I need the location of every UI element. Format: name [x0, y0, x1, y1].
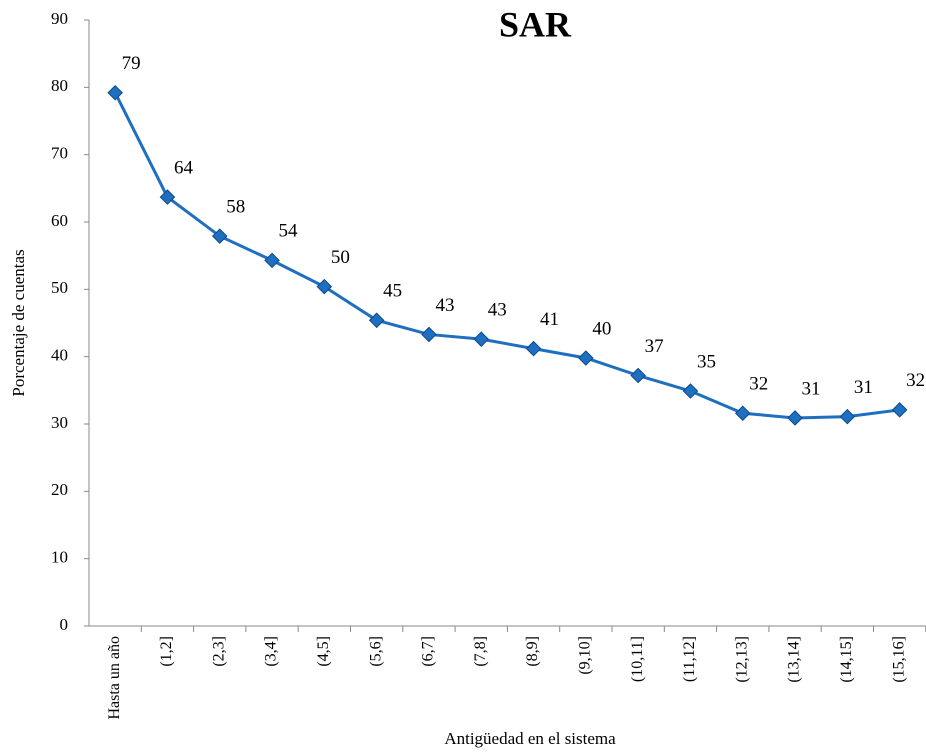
y-tick-label: 90 — [51, 9, 68, 28]
marker — [159, 189, 176, 205]
data-label: 58 — [226, 196, 245, 217]
data-label: 31 — [854, 377, 873, 398]
data-label: 41 — [540, 309, 559, 330]
marker — [473, 331, 490, 347]
y-tick-label: 60 — [51, 211, 68, 230]
marker — [734, 405, 751, 422]
marker — [682, 383, 699, 399]
data-label: 64 — [174, 157, 194, 178]
y-tick-label: 40 — [51, 346, 68, 365]
x-tick-label: (5,6] — [367, 636, 384, 667]
marker — [839, 408, 856, 425]
marker — [368, 312, 385, 329]
y-tick-label: 0 — [60, 615, 69, 634]
marker — [107, 84, 123, 101]
marker — [787, 410, 803, 426]
x-tick-label: (3,4] — [263, 636, 280, 667]
x-tick-label: Hasta un año — [106, 636, 123, 720]
x-tick-label: (11,12] — [681, 636, 698, 682]
y-tick-label: 70 — [51, 144, 68, 163]
y-tick-label: 30 — [51, 413, 68, 432]
chart-title: SAR — [499, 4, 572, 44]
data-label: 50 — [331, 247, 350, 268]
data-label: 35 — [697, 351, 716, 372]
marker — [316, 278, 333, 295]
data-label: 43 — [435, 295, 454, 316]
x-axis-label: Antigüedad en el sistema — [444, 729, 616, 748]
marker — [211, 228, 228, 244]
marker — [891, 402, 908, 418]
y-tick-label: 50 — [51, 278, 68, 297]
data-label: 32 — [749, 374, 768, 395]
x-tick-label: (8,9] — [524, 636, 541, 667]
x-tick-label: (15,16] — [890, 636, 907, 683]
x-tick-label: (12,13] — [733, 636, 750, 683]
marker — [264, 252, 280, 269]
x-tick-label: (4,5] — [315, 636, 332, 667]
marker — [525, 340, 542, 357]
y-axis-label: Porcentaje de cuentas — [9, 249, 28, 396]
x-tick-label: (1,2] — [158, 636, 175, 667]
data-label: 79 — [122, 53, 141, 74]
x-tick-label: (9,10] — [577, 636, 594, 675]
x-tick-label: (10,11] — [629, 636, 646, 682]
line — [113, 92, 900, 420]
marker — [630, 367, 646, 384]
y-tick-label: 80 — [51, 76, 68, 95]
marker — [421, 326, 437, 343]
data-label: 31 — [802, 378, 821, 399]
x-tick-label: (13,14] — [786, 636, 803, 683]
y-tick-label: 20 — [51, 480, 68, 499]
x-tick-label: (7,8] — [472, 636, 489, 667]
data-label: 32 — [906, 370, 925, 391]
data-label: 40 — [592, 318, 611, 339]
data-label: 43 — [488, 300, 507, 321]
y-tick-label: 10 — [51, 548, 68, 567]
data-label: 37 — [645, 336, 664, 357]
data-label: 45 — [383, 281, 402, 302]
marker — [578, 350, 594, 366]
x-tick-label: (6,7] — [420, 636, 437, 667]
x-tick-label: (14,15] — [838, 636, 855, 683]
data-label: 54 — [279, 221, 299, 242]
x-tick-label: (2,3] — [210, 636, 227, 667]
